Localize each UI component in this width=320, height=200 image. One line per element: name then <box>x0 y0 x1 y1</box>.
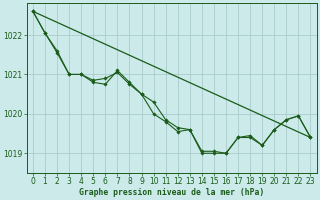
X-axis label: Graphe pression niveau de la mer (hPa): Graphe pression niveau de la mer (hPa) <box>79 188 264 197</box>
